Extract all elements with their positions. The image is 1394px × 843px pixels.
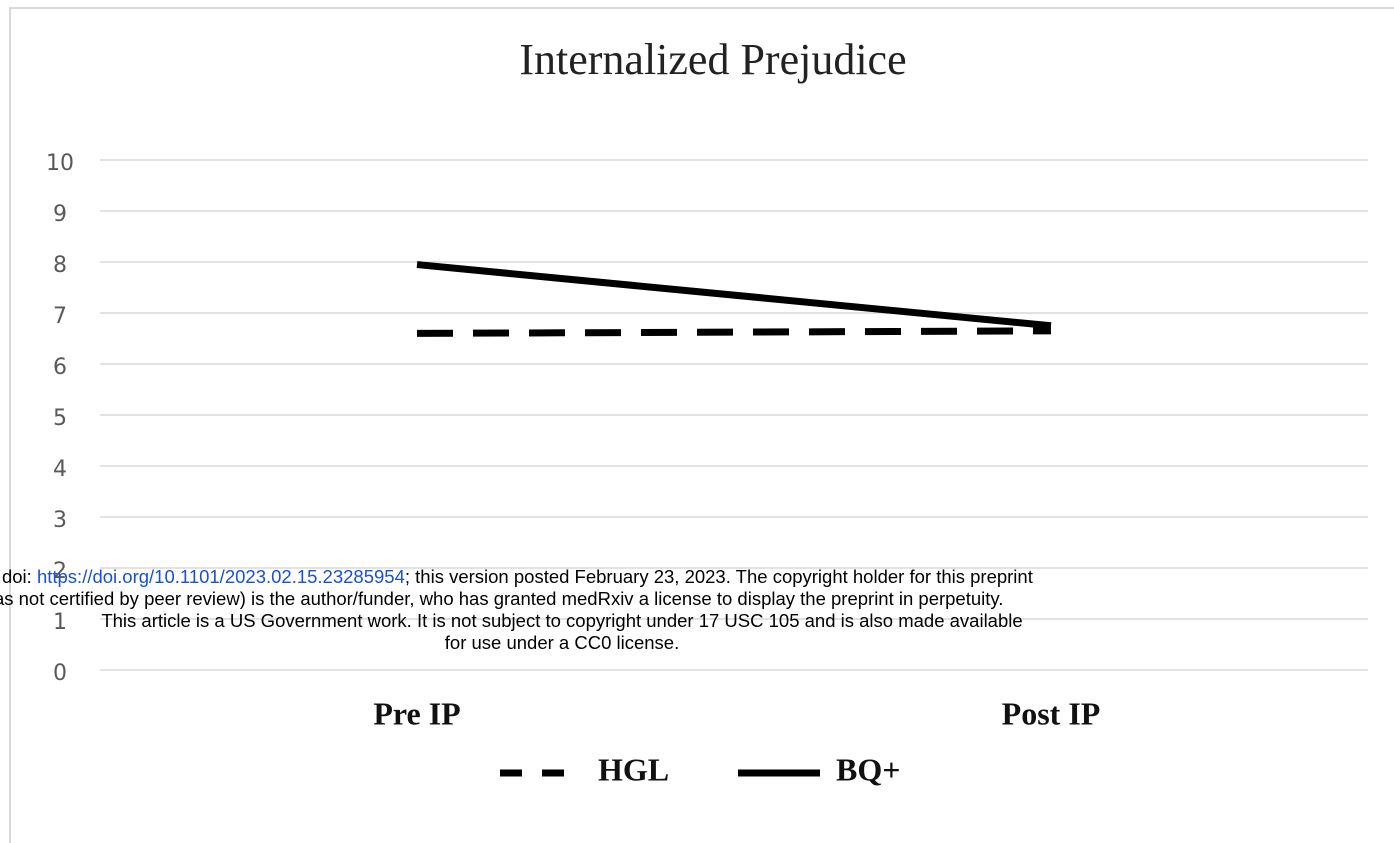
watermark-text: rint doi: [0,566,32,587]
chart-border [9,7,1394,843]
watermark-line: was not certified by peer review) is the… [0,588,1004,609]
y-tick-label: 1 [53,610,67,635]
legend-label: BQ+ [836,751,900,787]
y-tick-label: 8 [53,253,67,278]
series-line [416,327,1052,337]
x-tick-label: Pre IP [373,695,460,731]
x-tick-label: Post IP [1002,695,1101,731]
watermark-line: This article is a US Government work. It… [101,610,1023,631]
y-tick-label: 9 [53,202,67,227]
y-tick-label: 7 [53,304,67,329]
y-tick-label: 5 [53,406,67,431]
y-tick-label: 6 [53,355,67,380]
watermark: rint doi: https://doi.org/10.1101/2023.0… [0,566,1124,654]
watermark-text: ; this version posted February 23, 2023.… [404,566,1033,587]
y-tick-label: 3 [53,508,67,533]
y-tick-label: 4 [53,457,67,482]
legend-label: HGL [598,751,669,787]
y-tick-label: 2 [53,559,67,584]
y-tick-label: 0 [53,661,67,686]
chart-title: Internalized Prejudice [519,35,906,84]
doi-link[interactable]: https://doi.org/10.1101/2023.02.15.23285… [36,566,405,587]
watermark-line: for use under a CC0 license. [444,632,680,653]
y-tick-label: 10 [46,151,74,176]
watermark-line: rint doi: https://doi.org/10.1101/2023.0… [0,566,1124,588]
series-line [416,261,1052,330]
